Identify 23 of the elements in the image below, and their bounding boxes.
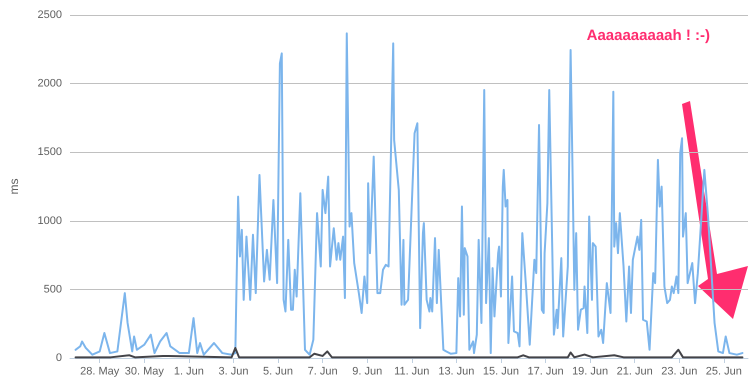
- x-tick-label: 7. Jun: [308, 366, 338, 378]
- y-tick-label: 2500: [38, 9, 62, 21]
- y-tick-label: 1500: [38, 146, 62, 158]
- x-tick-label: 13. Jun: [438, 366, 474, 378]
- x-tick-label: 1. Jun: [174, 366, 204, 378]
- x-tick-label: 9. Jun: [352, 366, 382, 378]
- x-tick-label: 5. Jun: [263, 366, 294, 378]
- x-tick-label: 19. Jun: [572, 366, 608, 378]
- y-tick-label: 2000: [38, 78, 62, 90]
- x-tick-label: 17. Jun: [527, 366, 564, 378]
- y-axis-title: ms: [7, 178, 21, 194]
- annotation: Aaaaaaaaaah ! :-): [586, 27, 710, 44]
- x-tick-label: 30. May: [124, 366, 164, 378]
- y-tick-label: 1000: [38, 214, 62, 227]
- x-tick-label: 25. Jun: [706, 366, 742, 378]
- x-tick-label: 28. May: [80, 366, 120, 378]
- x-tick-label: 21. Jun: [616, 366, 653, 378]
- x-tick-label: 15. Jun: [482, 366, 519, 378]
- x-tick-label: 3. Jun: [218, 366, 248, 378]
- x-tick-label: 23. Jun: [661, 366, 698, 378]
- y-tick-label: 500: [44, 283, 62, 296]
- x-tick-label: 11. Jun: [394, 366, 430, 378]
- y-tick-label: 0: [56, 352, 62, 364]
